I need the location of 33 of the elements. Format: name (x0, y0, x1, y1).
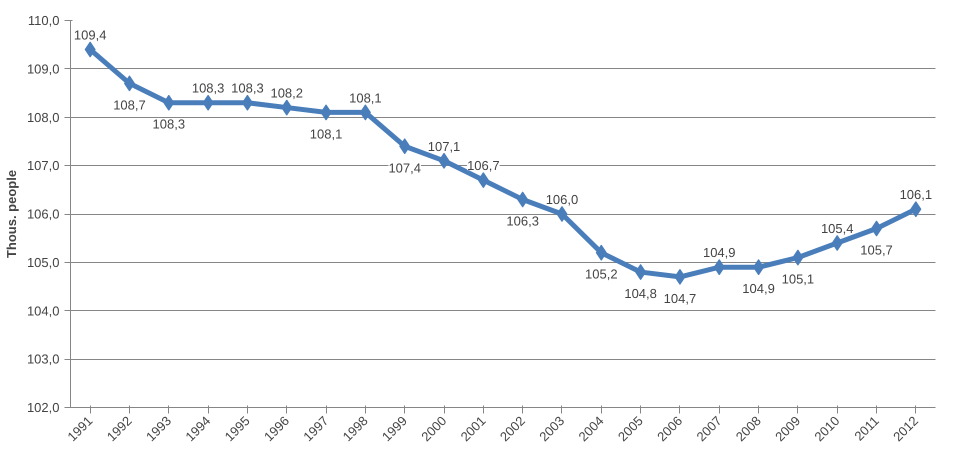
y-tick-label: 104,0 (26, 303, 60, 318)
data-label: 104,8 (624, 286, 657, 302)
y-tick-label: 102,0 (26, 400, 60, 415)
data-label: 104,9 (742, 281, 775, 296)
data-label: 106,1 (900, 187, 932, 202)
data-label: 106,0 (546, 192, 578, 207)
data-label: 108,3 (231, 80, 264, 96)
point (556, 206, 568, 222)
y-tick-label: 103,0 (26, 352, 60, 367)
data-label: 108,1 (349, 90, 382, 106)
y-tick-label: 106,0 (26, 206, 60, 222)
data-label: 105,2 (585, 266, 618, 282)
y-tick-label: 107,0 (26, 158, 60, 174)
y-axis-title: Thous. people (4, 170, 19, 258)
y-tick-label: 110,0 (28, 13, 60, 28)
data-label: 105,7 (860, 242, 893, 258)
y-tick-label: 109,0 (26, 61, 60, 76)
data-label: 105,1 (782, 272, 814, 287)
data-label: 104,9 (702, 245, 736, 260)
data-label: 107,1 (428, 138, 460, 154)
data-label: 109,4 (74, 28, 106, 43)
data-label: 108,3 (192, 80, 224, 96)
data-label: 105,4 (820, 221, 854, 236)
data-label: 106,3 (506, 213, 539, 228)
y-tick-label: 108,0 (26, 110, 60, 125)
data-label: 108,1 (310, 126, 342, 142)
y-tick-label: 105,0 (26, 254, 60, 270)
data-label: 108,7 (113, 97, 146, 112)
data-label: 108,2 (270, 86, 304, 101)
data-label: 108,3 (152, 116, 186, 132)
data-label: 107,4 (388, 160, 421, 176)
data-label: 104,7 (664, 290, 696, 306)
data-label: 106,7 (467, 158, 500, 174)
